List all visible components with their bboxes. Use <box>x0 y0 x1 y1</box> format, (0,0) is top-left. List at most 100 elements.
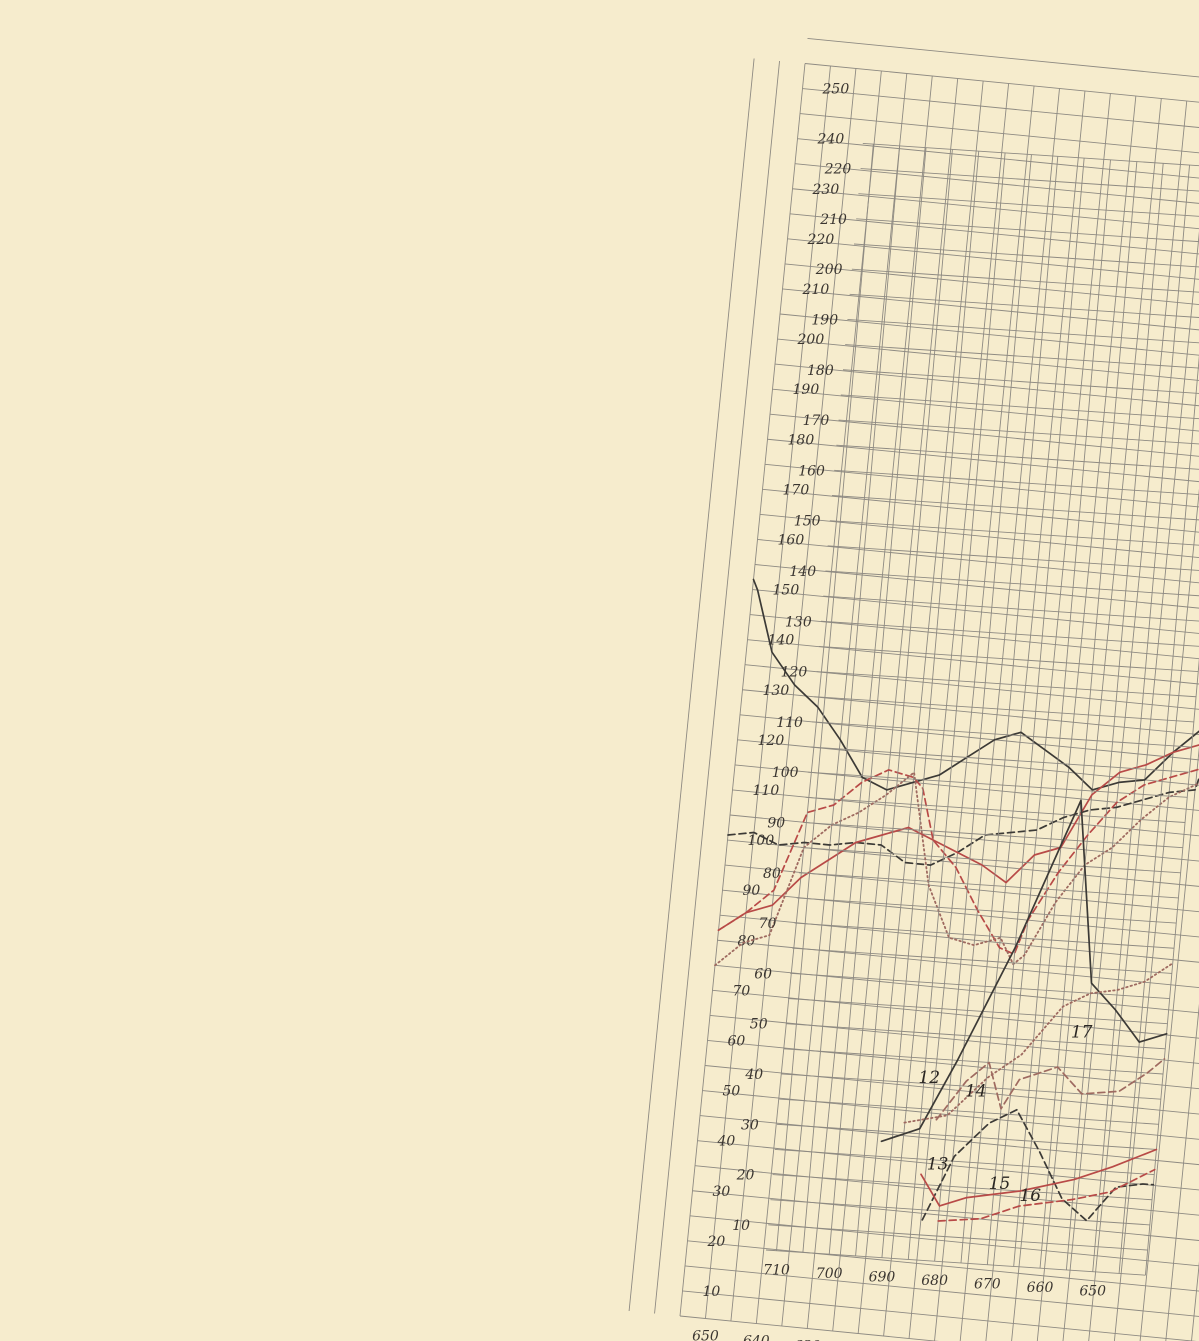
y-tick-label: 80 <box>763 866 781 882</box>
grid-line-horizontal <box>682 1290 1197 1341</box>
series-line <box>752 578 1199 791</box>
y-tick-label: 80 <box>738 933 756 949</box>
right-chart: 710 700 690 680 670 660 6501020304050607080901… <box>732 142 1199 1300</box>
y-tick-label: 70 <box>759 916 777 932</box>
grid-line-horizontal <box>825 570 1199 597</box>
grid-line-horizontal <box>851 268 1199 293</box>
grid-line-horizontal <box>814 696 1194 723</box>
x-tick-label: 710 <box>763 1263 790 1279</box>
grid-line-horizontal <box>858 193 1199 217</box>
y-tick-label: 140 <box>768 633 795 649</box>
grid-line-horizontal <box>829 520 1199 546</box>
grid-line-horizontal <box>772 1174 1153 1201</box>
y-tick-label: 190 <box>811 312 838 328</box>
y-tick-label: 20 <box>707 1234 726 1250</box>
grid-line-horizontal <box>796 897 1177 924</box>
grid <box>628 38 1199 1341</box>
grid-line-horizontal <box>797 138 1199 179</box>
grid-line-horizontal <box>777 338 1199 381</box>
y-tick-label: 110 <box>753 783 780 799</box>
grid-line-vertical <box>1139 746 1199 1341</box>
y-tick-label: 60 <box>728 1033 746 1049</box>
grid-line-horizontal <box>790 972 1170 999</box>
grid-line-horizontal <box>759 513 1199 558</box>
series-line <box>903 962 1174 1124</box>
grid-line-horizontal <box>737 739 1199 786</box>
y-tick-label: 60 <box>754 966 772 982</box>
grid-line-horizontal <box>831 495 1199 521</box>
grid-line-horizontal <box>802 88 1199 128</box>
x-tick-label: 670 <box>974 1277 1001 1293</box>
grid-line-horizontal <box>769 413 1199 457</box>
grid-line-horizontal <box>764 463 1199 508</box>
grid-line-horizontal <box>783 1048 1164 1075</box>
y-tick-label: 130 <box>785 614 812 630</box>
x-tick-label: 650 <box>1079 1284 1106 1300</box>
grid-line-horizontal <box>845 344 1199 369</box>
series-line <box>920 1148 1158 1207</box>
grid-line-horizontal <box>757 539 1199 584</box>
grid-line-horizontal <box>749 614 1199 660</box>
series-line <box>935 1058 1166 1121</box>
grid-line-horizontal <box>840 394 1199 420</box>
y-tick-label: 20 <box>736 1168 755 1184</box>
grid-line-vertical <box>1191 1261 1199 1341</box>
grid-line-horizontal <box>801 847 1181 874</box>
x-tick-label: 680 <box>921 1273 948 1289</box>
grid-line-horizontal <box>724 864 1199 913</box>
y-tick-label: 170 <box>803 413 830 429</box>
grid-line-horizontal <box>767 438 1199 483</box>
grid-line-horizontal <box>742 689 1199 736</box>
y-tick-label: 150 <box>773 583 800 599</box>
series-label: 17 <box>1071 1023 1093 1043</box>
x-tick-label: 700 <box>816 1266 843 1282</box>
series-label: 12 <box>918 1068 940 1088</box>
y-tick-label: 210 <box>819 212 847 228</box>
y-tick-label: 40 <box>744 1067 763 1083</box>
grid-line-horizontal <box>762 488 1199 533</box>
y-tick-label: 40 <box>717 1134 736 1150</box>
grid-line-horizontal <box>679 1315 940 1341</box>
x-tick-label: 650 <box>692 1329 719 1341</box>
grid-line-horizontal <box>717 939 1199 989</box>
grid-line-horizontal <box>820 620 1199 647</box>
grid-line-horizontal <box>805 796 1186 823</box>
grid-line-vertical <box>654 60 780 1314</box>
y-tick-label: 90 <box>743 883 761 899</box>
series-label: 16 <box>1019 1186 1041 1206</box>
y-tick-label: 160 <box>798 463 825 479</box>
y-tick-label: 180 <box>788 432 815 448</box>
grid-line-horizontal <box>809 746 1190 773</box>
left-chart: 6506406306206106005905805705605505405301… <box>628 38 1199 1341</box>
x-tick-label: 630 <box>794 1339 821 1341</box>
y-tick-label: 100 <box>772 765 799 781</box>
y-tick-label: 30 <box>713 1184 731 1200</box>
y-tick-label: 160 <box>778 532 805 548</box>
grid-line-horizontal <box>776 1123 1157 1150</box>
grid-line-vertical <box>628 58 755 1312</box>
y-tick-label: 70 <box>733 983 751 999</box>
grid-line-horizontal <box>734 764 1199 811</box>
grid-line-horizontal <box>856 218 1199 243</box>
grid-line-horizontal <box>714 964 1199 1014</box>
y-tick-label: 220 <box>807 232 835 248</box>
grid-line-horizontal <box>818 645 1199 673</box>
y-tick-label: 120 <box>781 665 808 681</box>
grid-line-horizontal <box>787 998 1168 1025</box>
grid-line-horizontal <box>792 188 1199 230</box>
grid-line-horizontal <box>781 1073 1161 1100</box>
y-tick-label: 220 <box>824 162 852 178</box>
grid-line-horizontal <box>838 419 1199 445</box>
grid-line-horizontal <box>684 1265 1199 1317</box>
y-tick-label: 250 <box>822 82 850 98</box>
grid-line-horizontal <box>799 113 1199 154</box>
grid-line-horizontal <box>807 38 1199 78</box>
grid-line-horizontal <box>803 822 1183 849</box>
x-tick-label: 640 <box>743 1334 770 1341</box>
grid-line-horizontal <box>834 469 1199 496</box>
grid-line-horizontal <box>787 238 1199 280</box>
x-tick-label: 690 <box>869 1270 896 1286</box>
x-tick-label: 660 <box>1027 1280 1054 1296</box>
grid-line-horizontal <box>784 263 1199 306</box>
